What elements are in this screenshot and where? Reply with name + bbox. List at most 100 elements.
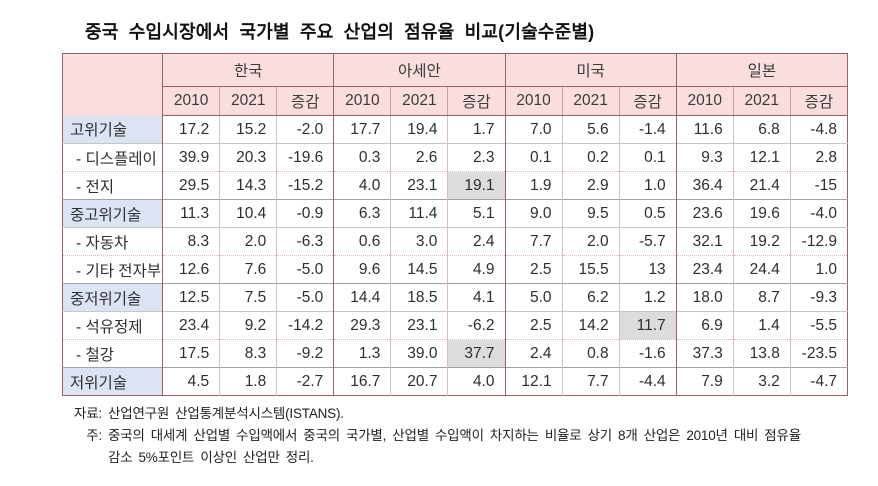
data-cell: 12.1 [732, 143, 791, 172]
share-table: 한국 아세안 미국 일본 2010 2021 증감 2010 2021 증감 2… [62, 53, 848, 396]
data-cell: 0.1 [618, 143, 677, 172]
data-cell: 23.6 [675, 199, 734, 228]
corner-cell [62, 53, 163, 116]
data-cell: 7.0 [504, 115, 563, 144]
data-cell: 2.4 [504, 339, 563, 368]
year-header: 2010 [333, 86, 391, 116]
data-cell: 23.4 [162, 311, 220, 340]
data-cell: 2.4 [447, 227, 505, 256]
data-cell: 16.7 [333, 367, 391, 396]
data-cell: 3.2 [732, 367, 791, 396]
data-cell: 5.1 [447, 199, 505, 228]
data-cell: -19.6 [276, 143, 334, 172]
data-cell: 17.5 [162, 339, 220, 368]
table-row: - 철강 17.5 8.3 -9.2 1.3 39.0 37.7 2.4 0.8 -1.6 37.3… [62, 339, 848, 368]
data-cell: 18.0 [675, 283, 734, 312]
change-header: 증감 [447, 86, 505, 116]
data-cell: 9.2 [219, 311, 277, 340]
data-cell: 9.5 [561, 199, 620, 228]
data-cell: 14.3 [219, 171, 277, 200]
data-cell: 15.5 [561, 255, 620, 284]
data-cell: 29.5 [162, 171, 220, 200]
year-header: 2010 [675, 86, 734, 116]
data-cell: 39.9 [162, 143, 220, 172]
data-cell: 13 [618, 255, 677, 284]
data-cell: 6.2 [561, 283, 620, 312]
data-cell: 23.4 [675, 255, 734, 284]
data-cell: 23.1 [390, 311, 448, 340]
data-cell: 39.0 [390, 339, 448, 368]
data-cell: -15.2 [276, 171, 334, 200]
data-cell: 24.4 [732, 255, 791, 284]
data-cell: 2.5 [504, 311, 563, 340]
data-cell: 12.1 [504, 367, 563, 396]
data-cell: 14.5 [390, 255, 448, 284]
data-cell: 8.3 [219, 339, 277, 368]
data-cell: 1.9 [504, 171, 563, 200]
data-cell: 4.0 [447, 367, 505, 396]
country-group-header: 한국 [162, 53, 334, 87]
data-cell: -15 [789, 171, 848, 200]
data-cell: 2.0 [561, 227, 620, 256]
country-group-header: 미국 [504, 53, 677, 87]
table-row: 저위기술 4.5 1.8 -2.7 16.7 20.7 4.0 12.1 7.7 -4.4 7.9 3… [62, 367, 848, 396]
data-cell: 36.4 [675, 171, 734, 200]
data-cell: -0.9 [276, 199, 334, 228]
data-cell: 2.3 [447, 143, 505, 172]
data-cell: 4.5 [162, 367, 220, 396]
data-cell: 1.0 [618, 171, 677, 200]
change-header: 증감 [276, 86, 334, 116]
data-cell: 23.1 [390, 171, 448, 200]
data-cell: -9.2 [276, 339, 334, 368]
table-row: - 석유정제 23.4 9.2 -14.2 29.3 23.1 -6.2 2.5 14.2 11.… [62, 311, 848, 340]
data-cell: 8.3 [162, 227, 220, 256]
data-cell: 1.4 [732, 311, 791, 340]
data-cell: -4.4 [618, 367, 677, 396]
data-cell: 32.1 [675, 227, 734, 256]
data-cell: 19.6 [732, 199, 791, 228]
table-row: 중저위기술 12.5 7.5 -5.0 14.4 18.5 4.1 5.0 6.2 1.2 18.0… [62, 283, 848, 312]
data-cell: 6.9 [675, 311, 734, 340]
data-cell: 19.1 [447, 171, 505, 200]
data-cell: -4.8 [789, 115, 848, 144]
data-cell: -14.2 [276, 311, 334, 340]
year-header: 2010 [504, 86, 563, 116]
data-cell: -1.4 [618, 115, 677, 144]
data-cell: -5.0 [276, 283, 334, 312]
data-cell: 12.6 [162, 255, 220, 284]
table-body: 고위기술 17.2 15.2 -2.0 17.7 19.4 1.7 7.0 5.6 -1.4 11.… [62, 115, 848, 396]
table-row: 고위기술 17.2 15.2 -2.0 17.7 19.4 1.7 7.0 5.6 -1.4 11.… [62, 115, 848, 144]
data-cell: 17.2 [162, 115, 220, 144]
year-header: 2010 [162, 86, 220, 116]
data-cell: 14.2 [561, 311, 620, 340]
page-title: 중국 수입시장에서 국가별 주요 산업의 점유율 비교(기술수준별) [85, 22, 595, 42]
data-cell: 17.7 [333, 115, 391, 144]
data-cell: 1.8 [219, 367, 277, 396]
data-cell: 13.8 [732, 339, 791, 368]
data-cell: 1.7 [447, 115, 505, 144]
row-label: - 전지 [62, 171, 163, 200]
data-cell: 3.0 [390, 227, 448, 256]
data-cell: 9.0 [504, 199, 563, 228]
data-cell: -6.2 [447, 311, 505, 340]
data-cell: 0.5 [618, 199, 677, 228]
year-header: 2021 [561, 86, 620, 116]
data-cell: 9.3 [675, 143, 734, 172]
note-label: 주: [86, 428, 102, 443]
change-header: 증감 [789, 86, 848, 116]
source-label: 자료: [74, 406, 102, 421]
data-cell: 7.7 [504, 227, 563, 256]
row-label: 저위기술 [62, 367, 163, 396]
data-cell: -9.3 [789, 283, 848, 312]
row-label: 중저위기술 [62, 283, 163, 312]
data-cell: -5.5 [789, 311, 848, 340]
data-cell: 0.1 [504, 143, 563, 172]
year-header: 2021 [219, 86, 277, 116]
data-cell: 29.3 [333, 311, 391, 340]
row-label: 중고위기술 [62, 199, 163, 228]
row-label: - 기타 전자부품 [62, 255, 163, 284]
data-cell: 1.2 [618, 283, 677, 312]
table-row: - 자동차 8.3 2.0 -6.3 0.6 3.0 2.4 7.7 2.0 -5.7 32.1 19… [62, 227, 848, 256]
data-cell: -23.5 [789, 339, 848, 368]
data-cell: 11.7 [618, 311, 677, 340]
